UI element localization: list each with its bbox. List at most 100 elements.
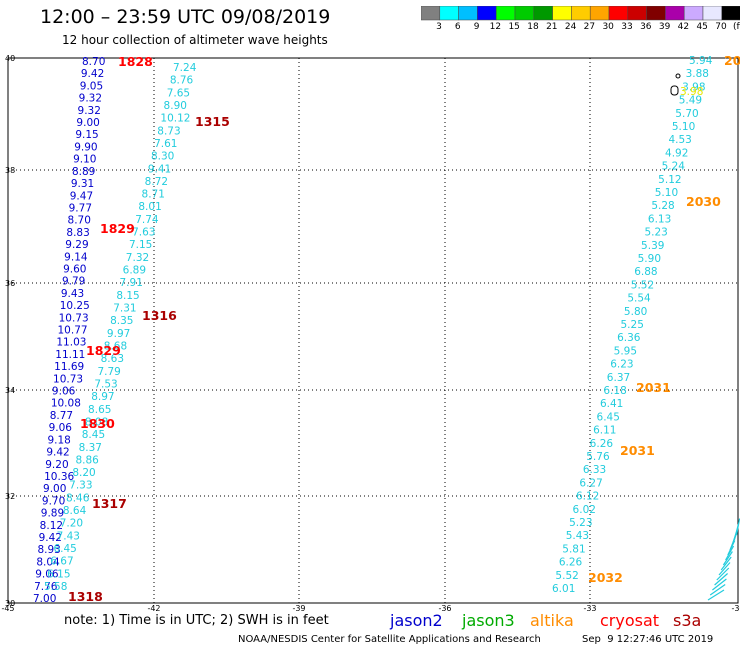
swh-value-track: 8.86 bbox=[75, 454, 99, 466]
swh-value-track: 8.15 bbox=[116, 290, 139, 302]
colorbar-label: 6 bbox=[454, 22, 461, 32]
dense-track-segment bbox=[714, 573, 728, 586]
swh-value-track: 6.11 bbox=[593, 425, 616, 437]
swh-value-track: 5.43 bbox=[566, 530, 589, 542]
swh-value-track: 7.61 bbox=[154, 138, 177, 150]
swh-value-track: 8.65 bbox=[88, 404, 111, 416]
swh-value-track: 5.10 bbox=[655, 187, 678, 199]
colorbar-label: 15 bbox=[508, 22, 520, 32]
colorbar-label: 18 bbox=[527, 22, 539, 32]
swh-value-jason2: 9.15 bbox=[75, 129, 98, 141]
swh-value-jason2: 10.73 bbox=[59, 312, 89, 324]
pass-time-label: 1829 bbox=[100, 221, 135, 236]
swh-value-jason2: 11.11 bbox=[55, 349, 85, 361]
swh-value-track: 8.64 bbox=[63, 505, 87, 517]
swh-value-jason2: 9.43 bbox=[61, 288, 84, 300]
swh-value-track: 7.43 bbox=[57, 530, 80, 542]
swh-value-jason2: 9.29 bbox=[65, 239, 88, 251]
swh-value-track: 6.37 bbox=[607, 372, 630, 384]
lat-tick-label: 32 bbox=[5, 492, 15, 501]
lon-tick-label: -33 bbox=[583, 604, 596, 613]
pass-time-label: 2030 bbox=[686, 194, 721, 209]
colorbar-label: 36 bbox=[640, 22, 652, 32]
swh-value-track: 6.26 bbox=[590, 438, 614, 450]
lat-tick-label: 38 bbox=[5, 166, 15, 175]
pass-time-label: 2032 bbox=[588, 570, 623, 585]
lon-tick-label: -36 bbox=[438, 604, 451, 613]
swh-value-jason2: 9.42 bbox=[46, 447, 69, 459]
swh-value-jason2: 8.77 bbox=[50, 410, 73, 422]
swh-value-jason2: 7.00 bbox=[33, 593, 56, 605]
swh-value-jason2: 11.69 bbox=[54, 361, 84, 373]
swh-value-track: 5.52 bbox=[631, 279, 654, 291]
colorbar-label: 3 bbox=[436, 22, 442, 32]
swh-value-jason2: 10.36 bbox=[44, 471, 74, 483]
swh-value-jason2: 9.06 bbox=[49, 422, 73, 434]
swh-value-jason2: 10.08 bbox=[51, 398, 81, 410]
swh-value-jason2: 10.73 bbox=[53, 373, 83, 385]
swh-value-jason2: 9.77 bbox=[69, 202, 92, 214]
swh-value-track: 9.41 bbox=[148, 163, 171, 175]
swh-value-track: 5.28 bbox=[651, 200, 674, 212]
swh-value-track: 8.68 bbox=[104, 340, 127, 352]
swh-value-jason2: 8.83 bbox=[66, 227, 89, 239]
swh-value-track: 7.33 bbox=[69, 480, 92, 492]
swh-value-track: 6.41 bbox=[600, 398, 623, 410]
swh-value-jason2: 9.32 bbox=[79, 93, 102, 105]
swh-value-jason2: 8.12 bbox=[40, 520, 63, 532]
colorbar-label: 9 bbox=[473, 22, 480, 32]
dense-track-segment bbox=[709, 584, 726, 596]
swh-value-track: 5.52 bbox=[555, 570, 578, 582]
swh-value-track: 5.90 bbox=[638, 253, 661, 265]
colorbar-label: (ft) bbox=[733, 22, 740, 32]
swh-value-track: 6.45 bbox=[597, 411, 620, 423]
swh-value-track: 8.45 bbox=[82, 429, 105, 441]
swh-value-jason2: 9.06 bbox=[35, 569, 59, 581]
colorbar-label: 45 bbox=[696, 22, 708, 32]
swh-value-jason2: 8.93 bbox=[37, 544, 60, 556]
lat-tick-label: 30 bbox=[5, 599, 15, 608]
colorbar-label: 27 bbox=[583, 22, 596, 32]
generated-timestamp: Sep 9 12:27:46 UTC 2019 bbox=[582, 634, 714, 645]
swh-value-jason2: 8.70 bbox=[82, 56, 105, 68]
lat-tick-label: 40 bbox=[5, 54, 15, 63]
lon-tick-label: -42 bbox=[147, 604, 160, 613]
swh-value-track: 5.80 bbox=[624, 306, 647, 318]
swh-value-track: 6.13 bbox=[648, 213, 671, 225]
swh-value-jason2: 9.70 bbox=[42, 495, 65, 507]
swh-value-track: 8.72 bbox=[145, 176, 168, 188]
map-title: 12:00 – 23:59 UTC 09/08/2019 bbox=[40, 6, 331, 28]
pass-time-label: 2031 bbox=[636, 380, 671, 395]
swh-value-track: 8.46 bbox=[66, 492, 90, 504]
swh-value-jason2: 9.79 bbox=[62, 276, 85, 288]
swh-value-track: 4.92 bbox=[665, 147, 688, 159]
swh-value-jason2: 9.89 bbox=[41, 508, 64, 520]
swh-value-jason2: 9.18 bbox=[47, 434, 70, 446]
swh-value-track: 5.76 bbox=[586, 451, 610, 463]
swh-value-track: 3.88 bbox=[686, 68, 709, 80]
swh-value-track: 6.12 bbox=[576, 491, 599, 503]
swh-value-track: 6.15 bbox=[47, 568, 70, 580]
dense-track-segment bbox=[720, 556, 732, 571]
swh-value-jason2: 11.03 bbox=[56, 337, 86, 349]
swh-value-track: 7.91 bbox=[120, 277, 143, 289]
swh-value-track: 5.12 bbox=[658, 174, 681, 186]
swh-value-track: 7.15 bbox=[129, 239, 152, 251]
buoy-marker bbox=[675, 73, 681, 79]
colorbar-label: 24 bbox=[564, 22, 577, 32]
colorbar-label: 30 bbox=[602, 22, 614, 32]
swh-value-track: 8.20 bbox=[72, 467, 95, 479]
swh-value-jason2: 9.14 bbox=[64, 251, 88, 263]
swh-value-track: 5.39 bbox=[641, 240, 664, 252]
dense-track-segment bbox=[712, 578, 727, 591]
swh-value-track: 8.30 bbox=[151, 151, 174, 163]
swh-value-jason2: 9.90 bbox=[74, 141, 97, 153]
swh-value-track: 8.63 bbox=[101, 353, 124, 365]
swh-value-jason2: 9.06 bbox=[52, 386, 76, 398]
wave-height-colorbar bbox=[421, 6, 740, 21]
swh-value-jason2: 9.60 bbox=[63, 263, 86, 275]
swh-value-jason2: 9.00 bbox=[76, 117, 99, 129]
swh-value-track: 7.24 bbox=[173, 62, 197, 74]
swh-value-track: 5.10 bbox=[672, 121, 695, 133]
